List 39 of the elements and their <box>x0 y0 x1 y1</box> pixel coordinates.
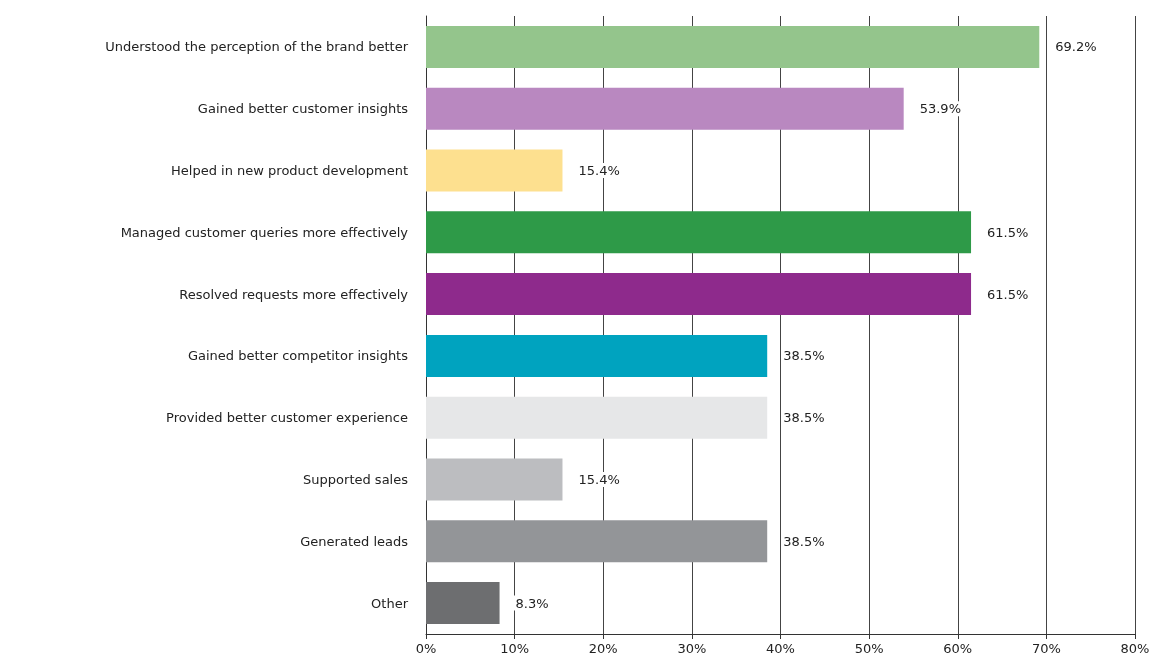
data-label: 38.5% <box>783 410 825 426</box>
data-label: 15.4% <box>578 472 620 487</box>
bar <box>426 87 904 130</box>
data-label: 69.2% <box>1055 39 1097 55</box>
x-tick-label: 40% <box>766 641 795 656</box>
bar <box>426 396 768 439</box>
y-tick-label: Generated leads <box>300 533 409 549</box>
bar <box>426 211 972 254</box>
y-tick-label: Resolved requests more effectively <box>179 286 409 302</box>
data-label: 61.5% <box>987 224 1029 240</box>
x-tick-label: 10% <box>500 641 530 656</box>
bar <box>426 273 972 316</box>
data-label: 15.4% <box>578 163 620 178</box>
bar <box>426 458 563 501</box>
y-tick-label: Other <box>371 595 409 611</box>
x-tick-label: 20% <box>588 641 618 656</box>
x-tick-label: 50% <box>854 641 884 656</box>
y-tick-label: Helped in new product development <box>171 163 408 178</box>
bar <box>426 25 1040 68</box>
bar <box>426 582 500 625</box>
x-tick-label: 70% <box>1031 641 1061 656</box>
data-label: 61.5% <box>987 286 1029 302</box>
x-tick-label: 60% <box>943 641 973 656</box>
y-tick-label: Understood the perception of the brand better <box>105 39 409 55</box>
bar <box>426 149 563 192</box>
y-tick-label: Supported sales <box>303 472 409 487</box>
x-tick-label: 30% <box>677 641 707 656</box>
data-label: 38.5% <box>783 533 825 549</box>
x-tick-label: 0% <box>415 641 437 656</box>
y-tick-label: Provided better customer experience <box>166 410 408 426</box>
y-tick-label: Gained better customer insights <box>197 101 409 117</box>
data-label: 53.9% <box>919 101 961 117</box>
bar <box>426 520 768 563</box>
bar <box>426 334 768 377</box>
y-tick-label: Managed customer queries more effectively <box>120 224 409 240</box>
x-tick-label: 80% <box>1120 641 1150 656</box>
y-tick-label: Gained better competitor insights <box>187 348 409 364</box>
data-label: 8.3% <box>515 595 549 611</box>
data-label: 38.5% <box>783 348 825 364</box>
